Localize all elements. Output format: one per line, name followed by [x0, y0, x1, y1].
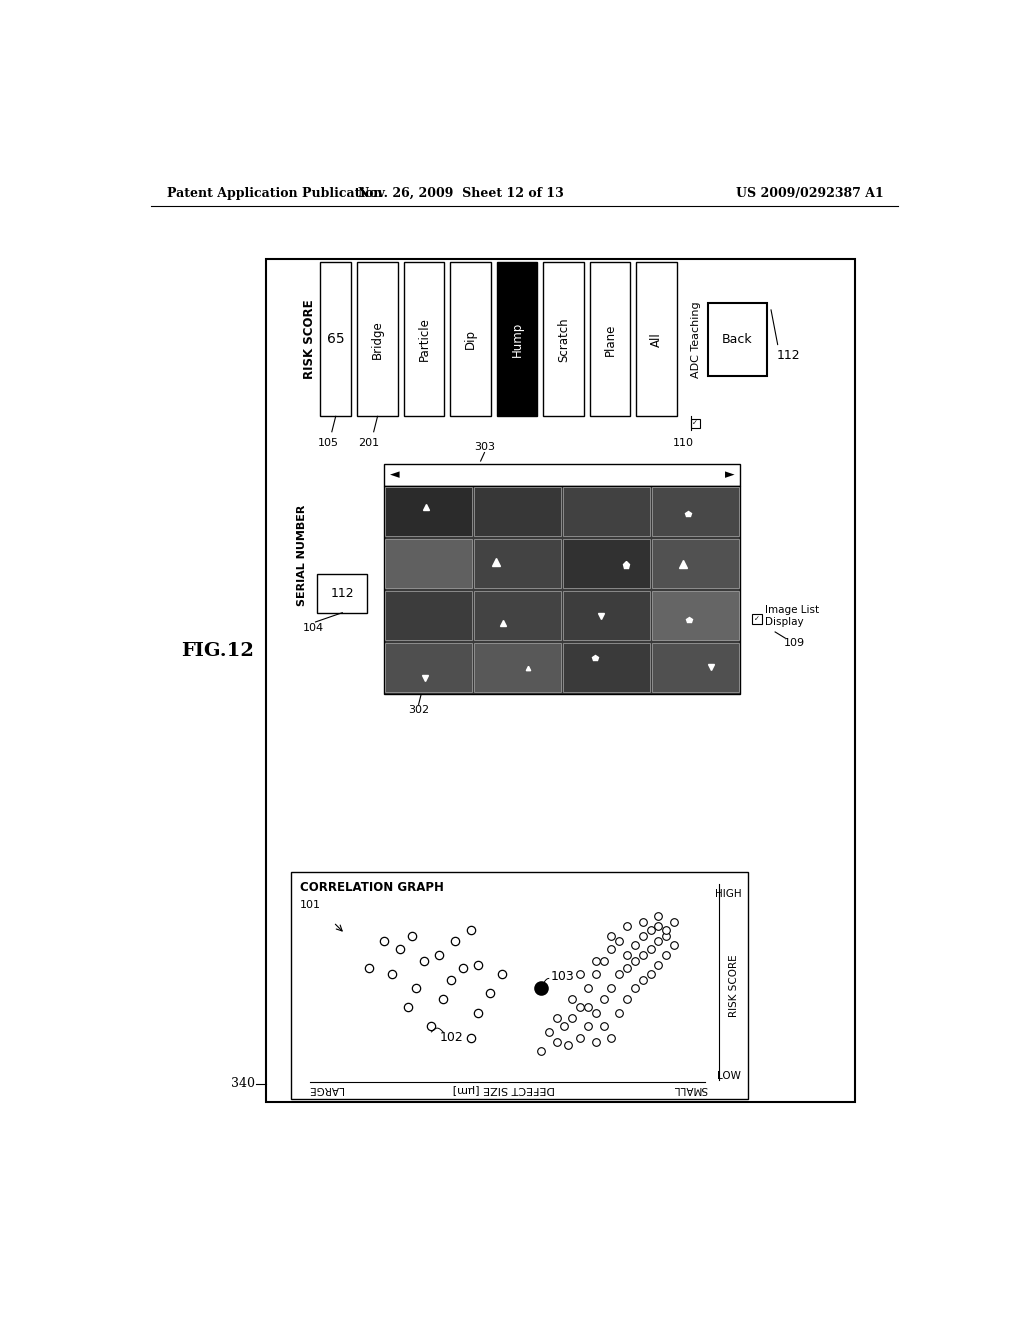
- Bar: [563, 643, 650, 693]
- Text: FIG.12: FIG.12: [180, 643, 254, 660]
- Text: Back: Back: [722, 333, 753, 346]
- Bar: [474, 487, 561, 536]
- Bar: [652, 487, 739, 536]
- Text: RISK SCORE: RISK SCORE: [729, 954, 739, 1018]
- Bar: [636, 263, 677, 416]
- Bar: [317, 574, 368, 612]
- Text: ADC Teaching: ADC Teaching: [691, 301, 701, 378]
- Text: LARGE: LARGE: [308, 1084, 343, 1093]
- Text: DEFECT SIZE [μm]: DEFECT SIZE [μm]: [453, 1084, 555, 1093]
- Text: 303: 303: [474, 442, 495, 453]
- Text: RISK SCORE: RISK SCORE: [303, 300, 315, 379]
- Bar: [385, 643, 472, 693]
- Text: 101: 101: [300, 900, 322, 909]
- Bar: [652, 591, 739, 640]
- Text: SERIAL NUMBER: SERIAL NUMBER: [297, 504, 307, 606]
- Bar: [474, 539, 561, 589]
- Text: ◄: ◄: [390, 469, 399, 482]
- Bar: [291, 873, 748, 1100]
- Text: Particle: Particle: [418, 317, 430, 362]
- Bar: [752, 614, 762, 624]
- Text: 109: 109: [784, 639, 805, 648]
- Bar: [563, 591, 650, 640]
- Text: HIGH: HIGH: [716, 888, 742, 899]
- Bar: [690, 418, 700, 428]
- Text: US 2009/0292387 A1: US 2009/0292387 A1: [736, 186, 884, 199]
- Text: Plane: Plane: [603, 323, 616, 355]
- Text: 201: 201: [357, 438, 379, 449]
- Bar: [563, 539, 650, 589]
- Bar: [266, 259, 855, 1102]
- Text: 104: 104: [303, 623, 324, 634]
- Text: ✓: ✓: [692, 420, 698, 426]
- Text: ►: ►: [725, 469, 734, 482]
- Bar: [652, 539, 739, 589]
- Text: Dip: Dip: [464, 330, 477, 350]
- Text: Patent Application Publication: Patent Application Publication: [167, 186, 382, 199]
- Bar: [384, 486, 740, 693]
- Text: Scratch: Scratch: [557, 317, 570, 362]
- Text: LOW: LOW: [717, 1072, 740, 1081]
- Text: Hump: Hump: [511, 322, 523, 356]
- Bar: [385, 487, 472, 536]
- Text: 110: 110: [673, 438, 693, 449]
- Text: 102: 102: [439, 1031, 463, 1044]
- Text: Nov. 26, 2009  Sheet 12 of 13: Nov. 26, 2009 Sheet 12 of 13: [358, 186, 564, 199]
- Bar: [474, 643, 561, 693]
- Bar: [357, 263, 397, 416]
- Bar: [652, 643, 739, 693]
- Bar: [544, 263, 584, 416]
- Bar: [497, 263, 538, 416]
- Bar: [403, 263, 444, 416]
- Bar: [474, 591, 561, 640]
- Text: Image List
Display: Image List Display: [765, 605, 819, 627]
- Bar: [384, 465, 740, 486]
- Bar: [709, 304, 767, 376]
- Text: 302: 302: [408, 705, 429, 715]
- Text: 340: 340: [230, 1077, 255, 1090]
- Text: 103: 103: [550, 970, 574, 982]
- Bar: [563, 487, 650, 536]
- Text: 65: 65: [327, 333, 344, 346]
- Bar: [385, 539, 472, 589]
- Bar: [385, 591, 472, 640]
- Text: 112: 112: [331, 587, 354, 601]
- Text: 112: 112: [776, 348, 800, 362]
- Text: CORRELATION GRAPH: CORRELATION GRAPH: [300, 882, 444, 895]
- Bar: [321, 263, 351, 416]
- Text: 105: 105: [317, 438, 339, 449]
- Bar: [590, 263, 630, 416]
- Text: Bridge: Bridge: [371, 319, 384, 359]
- Bar: [451, 263, 490, 416]
- Text: All: All: [650, 331, 664, 347]
- Text: SMALL: SMALL: [673, 1084, 707, 1093]
- Text: ✓: ✓: [754, 616, 760, 622]
